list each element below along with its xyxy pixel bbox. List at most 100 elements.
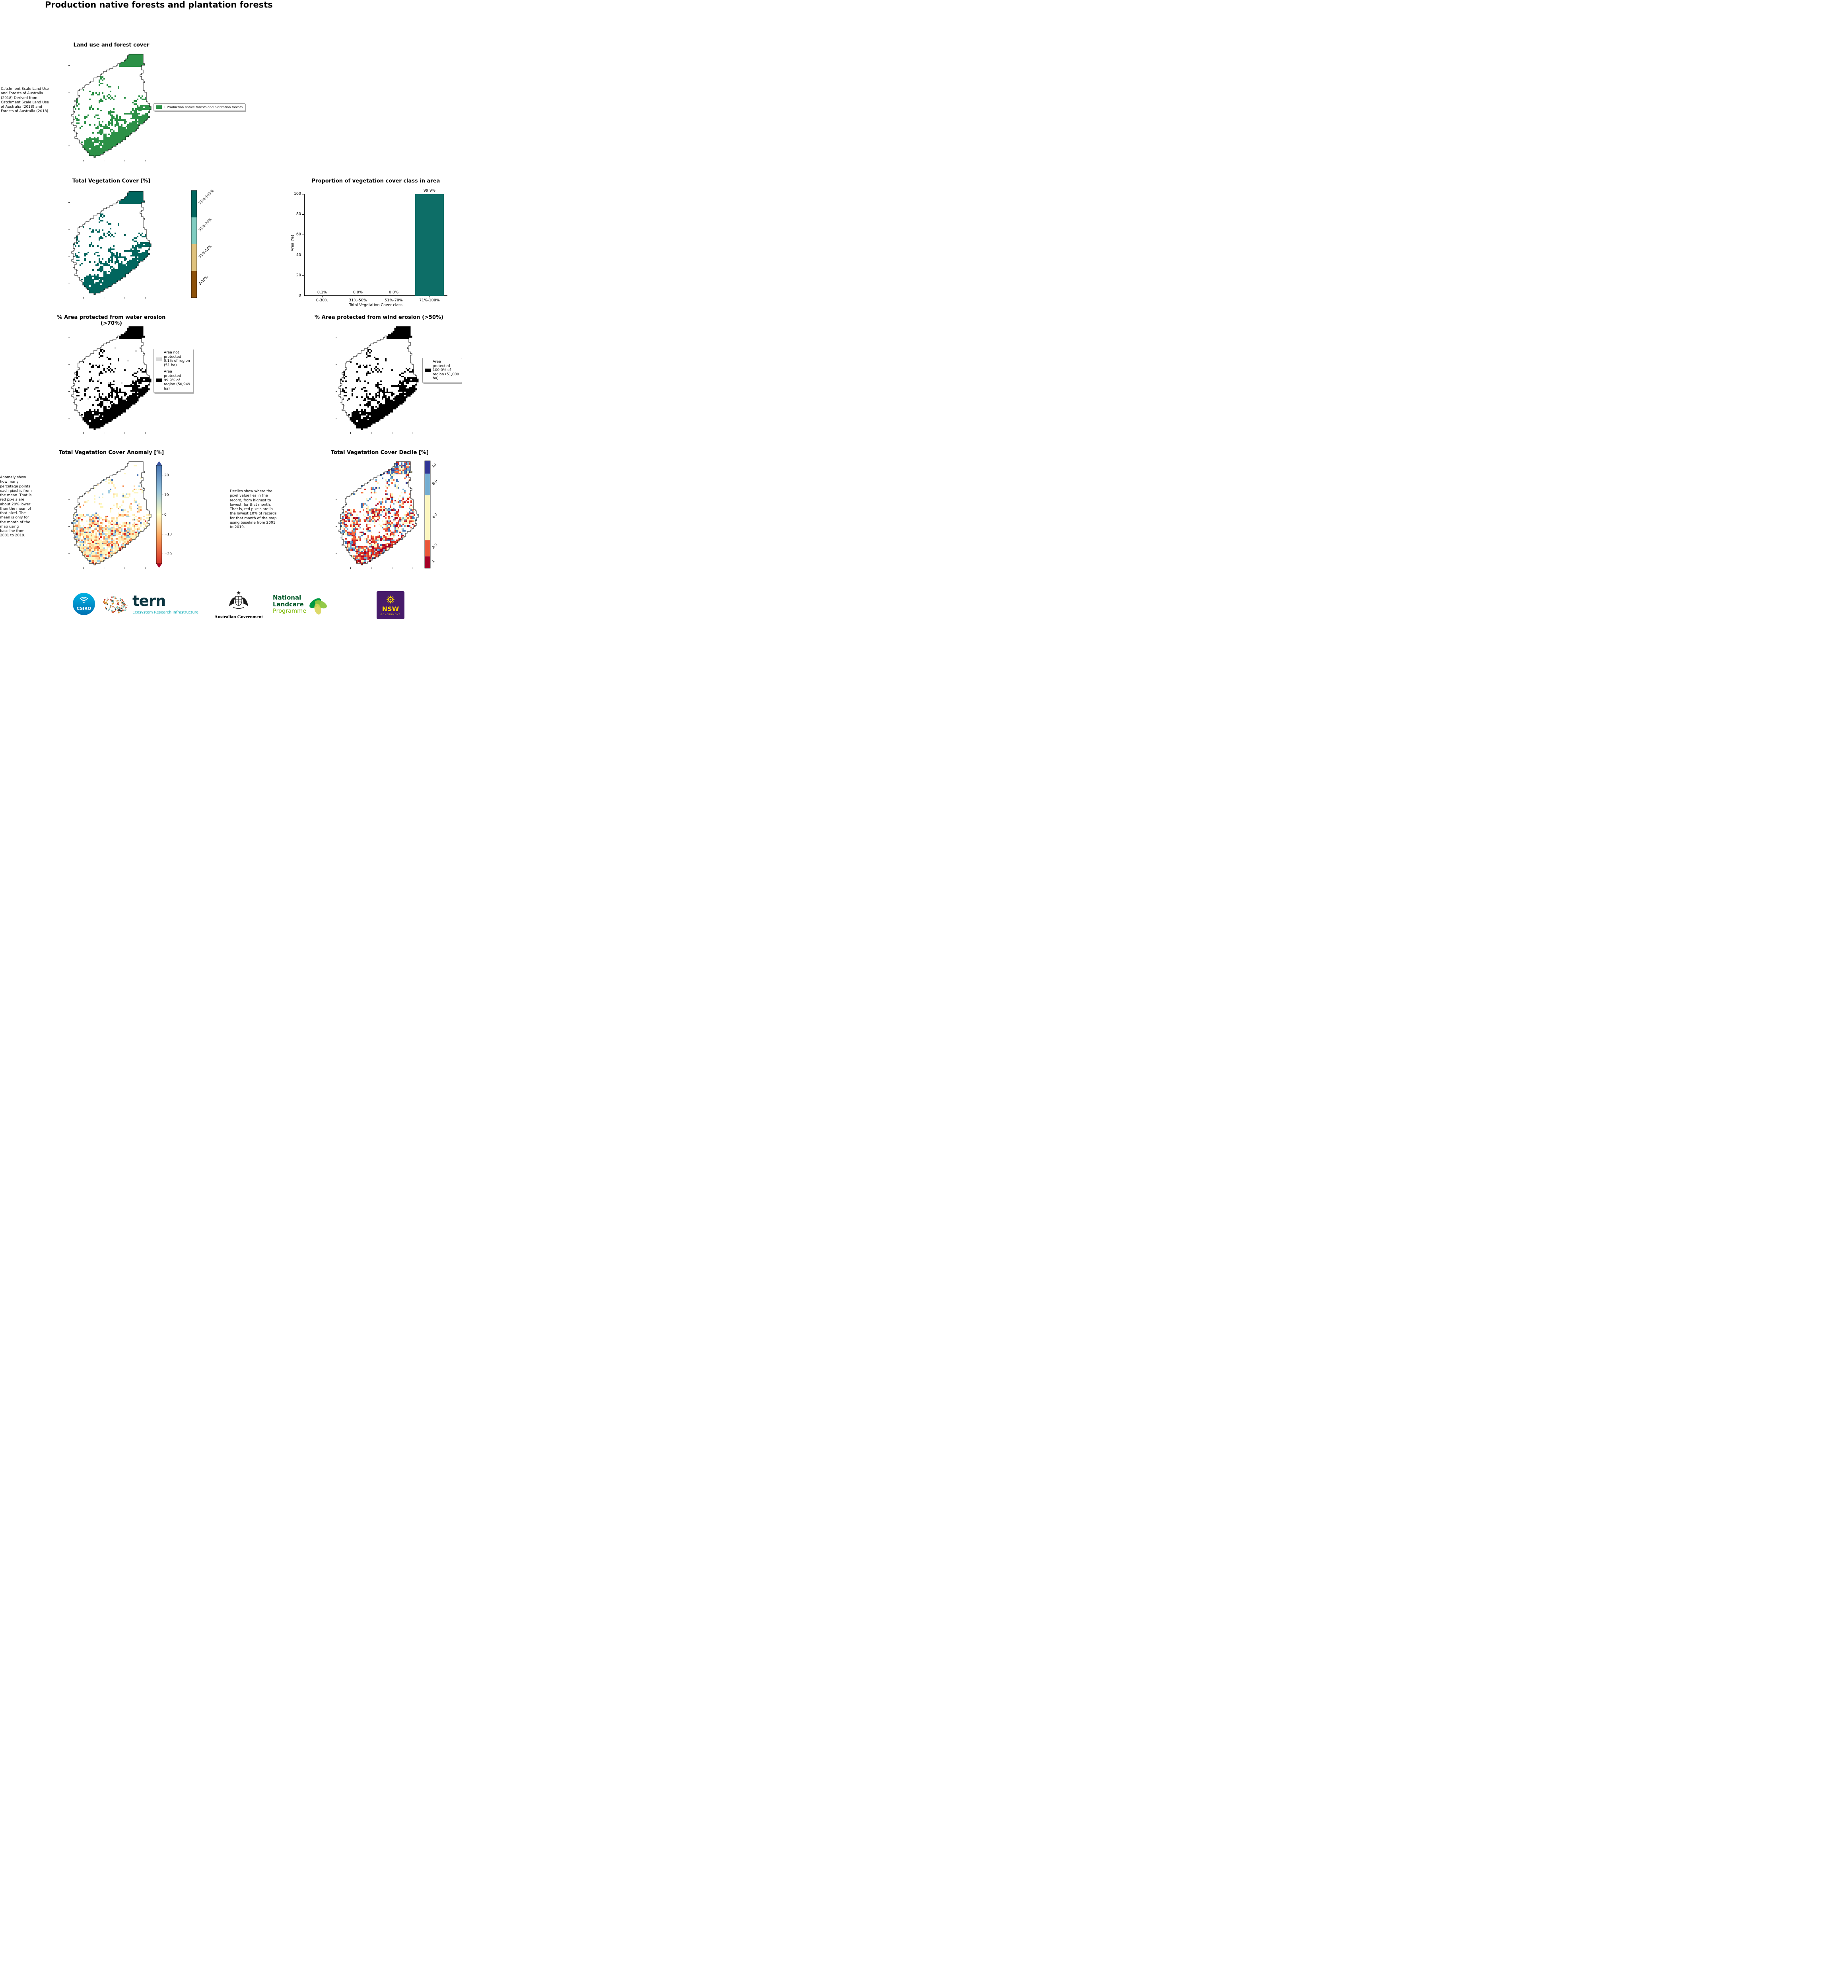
map-pixel (110, 395, 111, 396)
map-pixel (148, 140, 150, 142)
map-pixel (150, 403, 151, 404)
map-pixel (342, 381, 344, 382)
map-pixel (84, 260, 86, 261)
map-pixel (97, 94, 99, 95)
map-pixel (121, 425, 122, 427)
map-pixel (105, 425, 107, 427)
map-pixel (387, 333, 388, 334)
map-pixel (91, 279, 92, 280)
map-pixel (111, 388, 113, 390)
map-pixel (115, 368, 116, 369)
map-pixel (119, 401, 121, 403)
map-pixel (148, 291, 150, 293)
map-pixel (146, 401, 148, 403)
map-pixel (385, 360, 387, 361)
map-pixel (145, 151, 146, 153)
map-pixel (129, 411, 130, 412)
map-pixel (129, 140, 130, 142)
map-pixel (143, 121, 145, 122)
map-pixel (107, 293, 108, 295)
map-pixel (95, 417, 97, 419)
map-pixel (409, 388, 410, 390)
map-pixel (126, 151, 127, 153)
map-pixel (148, 62, 150, 64)
map-pixel (143, 430, 145, 431)
map-pixel (153, 252, 154, 253)
map-pixel (140, 118, 142, 119)
map-pixel (148, 115, 150, 116)
map-landuse-outline (71, 54, 152, 158)
tvc-map (68, 191, 154, 299)
map-pixel (142, 253, 143, 255)
map-pixel (83, 295, 84, 296)
map-pixel (76, 431, 78, 433)
map-pixel (108, 420, 110, 422)
map-pixel (140, 381, 142, 382)
map-pixel (151, 368, 153, 369)
map-pixel (86, 431, 87, 433)
map-pixel (150, 414, 151, 415)
map-pixel (418, 398, 420, 400)
map-pixel (126, 414, 127, 415)
map-pixel (404, 381, 406, 382)
map-pixel (95, 293, 97, 295)
map-pixel (345, 395, 347, 396)
map-pixel (99, 288, 100, 290)
map-pixel (140, 414, 142, 415)
map-pixel (134, 325, 135, 326)
map-pixel (137, 427, 138, 428)
map-pixel (119, 127, 121, 129)
map-pixel (124, 134, 126, 135)
map-pixel (118, 263, 119, 264)
map-pixel (122, 425, 124, 427)
map-pixel (407, 326, 409, 328)
map-pixel (87, 414, 89, 415)
map-pixel (138, 288, 140, 290)
map-pixel (145, 148, 146, 149)
map-pixel (140, 392, 142, 393)
map-pixel (151, 110, 153, 111)
map-pixel (151, 411, 153, 412)
map-pixel (81, 283, 83, 285)
map-pixel (134, 390, 135, 392)
map-pixel (99, 280, 100, 282)
map-pixel (337, 377, 339, 379)
map-pixel (127, 336, 129, 338)
map-pixel (145, 390, 146, 392)
map-pixel (140, 59, 142, 60)
map-pixel (146, 385, 148, 387)
map-pixel (86, 419, 87, 420)
map-pixel (122, 293, 124, 295)
map-pixel (76, 395, 78, 396)
map-pixel (146, 245, 148, 247)
map-pixel (100, 215, 102, 217)
map-pixel (138, 326, 140, 328)
map-pixel (151, 326, 153, 328)
map-pixel (134, 154, 135, 156)
map-pixel (138, 325, 140, 326)
map-pixel (135, 199, 137, 201)
map-pixel (134, 135, 135, 137)
map-pixel (142, 199, 143, 201)
map-pixel (89, 425, 91, 427)
map-pixel (142, 430, 143, 431)
map-pixel (142, 395, 143, 396)
map-pixel (399, 334, 401, 336)
map-pixel (81, 420, 83, 422)
map-pixel (148, 121, 150, 122)
map-pixel (134, 110, 135, 111)
map-pixel (151, 384, 153, 385)
map-pixel (100, 427, 102, 428)
map-pixel (94, 153, 95, 154)
map-pixel (130, 52, 132, 54)
map-pixel (150, 56, 151, 57)
map-pixel (100, 282, 102, 283)
map-pixel (95, 264, 97, 266)
map-pixel (99, 100, 100, 102)
map-pixel (143, 99, 145, 100)
map-pixel (89, 291, 91, 293)
map-pixel (138, 149, 140, 151)
map-pixel (113, 142, 115, 143)
map-pixel (148, 148, 150, 149)
map-pixel (89, 99, 91, 100)
